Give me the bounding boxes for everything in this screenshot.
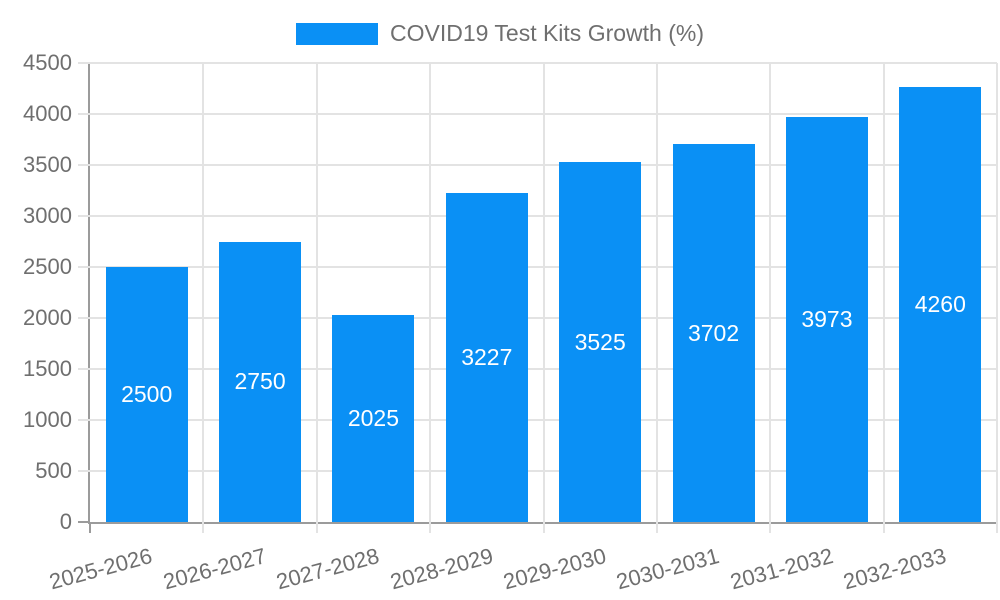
- x-tick-label: 2029-2030: [500, 543, 609, 595]
- y-tick-label: 2500: [23, 254, 72, 279]
- x-tick-label: 2025-2026: [47, 543, 156, 595]
- grid-line-vertical: [769, 63, 772, 522]
- grid-line-vertical: [882, 63, 885, 522]
- y-axis-tick: [78, 317, 90, 319]
- grid-line-vertical: [655, 63, 658, 522]
- x-tick-label: 2032-2033: [840, 543, 949, 595]
- grid-line-vertical: [202, 63, 205, 522]
- x-tick-label: 2027-2028: [273, 543, 382, 595]
- y-tick-label: 1000: [23, 407, 72, 432]
- x-axis-tick: [655, 522, 658, 533]
- y-axis-tick: [78, 215, 90, 217]
- y-axis-tick: [78, 470, 90, 472]
- bar: 2750: [219, 241, 302, 522]
- x-axis-tick: [996, 522, 998, 533]
- x-axis-tick: [89, 522, 91, 533]
- y-tick-label: 2000: [23, 305, 72, 330]
- y-tick-label: 500: [35, 458, 72, 483]
- y-axis-tick: [78, 419, 90, 421]
- bar-value-label: 4260: [914, 291, 966, 318]
- bar: 4260: [899, 87, 982, 522]
- x-axis-tick: [542, 522, 545, 533]
- x-tick-label: 2028-2029: [387, 543, 496, 595]
- x-tick-label: 2030-2031: [613, 543, 723, 595]
- y-axis-tick: [78, 62, 90, 64]
- bar-value-label: 3525: [574, 328, 626, 355]
- y-tick-label: 1500: [23, 356, 72, 381]
- y-tick-label: 3000: [23, 203, 72, 228]
- y-axis-tick: [78, 164, 90, 166]
- plot-area: 0 500 1000 1500 2000 2500 3000 3500 4000 4500 2500…: [23, 50, 998, 594]
- bar-value-label: 2750: [234, 368, 286, 395]
- x-axis-tick: [769, 522, 772, 533]
- legend-swatch: [296, 22, 378, 45]
- x-tick-label: 2031-2032: [727, 543, 836, 595]
- bar: 2500: [105, 267, 188, 522]
- y-axis-tick: [78, 266, 90, 268]
- x-axis-tick: [429, 522, 432, 533]
- legend-label: COVID19 Test Kits Growth (%): [390, 20, 704, 46]
- bar: 3973: [785, 116, 868, 522]
- grid-line-vertical: [315, 63, 318, 522]
- bar-value-label: 2500: [121, 381, 173, 407]
- bar-value-label: 3227: [461, 343, 513, 370]
- bar: 3702: [672, 144, 755, 522]
- y-axis-tick: [78, 113, 90, 115]
- x-axis-tick: [315, 522, 318, 533]
- y-tick-label: 3500: [23, 152, 72, 177]
- bar-value-label: 3973: [801, 305, 853, 332]
- x-tick-label: 2026-2027: [160, 543, 269, 595]
- bar-value-label: 3702: [687, 319, 740, 346]
- bar: 3525: [559, 162, 642, 522]
- grid-line-vertical: [996, 63, 998, 522]
- grid-line-vertical: [542, 63, 545, 522]
- bar: 3227: [445, 192, 528, 522]
- y-axis-tick: [78, 368, 90, 370]
- grid-line-vertical: [429, 63, 432, 522]
- x-axis-tick: [202, 522, 205, 533]
- y-tick-label: 4000: [23, 101, 72, 126]
- bar: 2025: [332, 315, 415, 522]
- legend[interactable]: COVID19 Test Kits Growth (%): [0, 20, 1000, 47]
- x-axis-tick: [882, 522, 885, 533]
- y-axis-tick: [78, 521, 90, 523]
- y-tick-label: 0: [59, 509, 72, 534]
- bar-value-label: 2025: [347, 405, 400, 432]
- y-tick-label: 4500: [23, 50, 72, 75]
